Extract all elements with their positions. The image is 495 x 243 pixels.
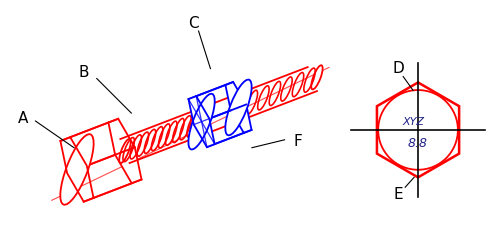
Ellipse shape <box>311 65 323 89</box>
Polygon shape <box>189 96 215 147</box>
Ellipse shape <box>189 94 215 149</box>
Text: D: D <box>393 61 404 76</box>
Text: XYZ: XYZ <box>402 117 424 127</box>
Text: F: F <box>293 134 302 149</box>
Polygon shape <box>108 119 142 183</box>
Text: A: A <box>17 111 28 126</box>
Text: 8.8: 8.8 <box>408 137 428 150</box>
Text: C: C <box>188 16 199 31</box>
Ellipse shape <box>60 134 94 205</box>
Ellipse shape <box>225 80 251 135</box>
Text: B: B <box>79 65 89 80</box>
Polygon shape <box>225 82 251 133</box>
Text: E: E <box>394 187 403 202</box>
